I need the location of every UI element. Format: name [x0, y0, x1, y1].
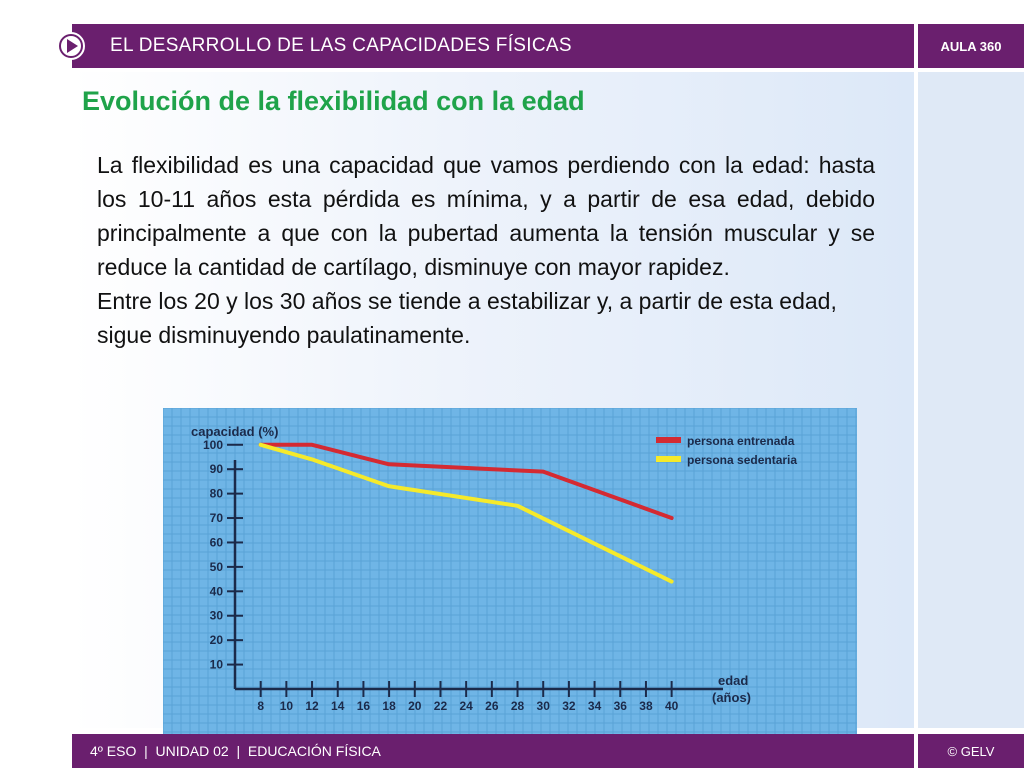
x-tick-label: 14: [331, 699, 345, 713]
y-tick-label: 80: [210, 487, 224, 501]
aula-badge: AULA 360: [918, 24, 1024, 68]
header-bar: EL DESARROLLO DE LAS CAPACIDADES FÍSICAS: [57, 24, 914, 68]
y-tick-label: 100: [203, 438, 223, 452]
y-tick-label: 50: [210, 560, 224, 574]
paragraph-1: La flexibilidad es una capacidad que vam…: [97, 152, 875, 280]
footer-bar: 4º ESO | UNIDAD 02 | EDUCACIÓN FÍSICA: [72, 734, 914, 768]
x-axis-label: edad: [718, 673, 748, 688]
x-tick-label: 22: [434, 699, 448, 713]
play-button[interactable]: [56, 31, 86, 66]
legend-label: persona entrenada: [687, 434, 795, 448]
x-tick-label: 38: [639, 699, 653, 713]
x-tick-label: 16: [357, 699, 371, 713]
x-tick-label: 32: [562, 699, 576, 713]
x-tick-label: 18: [382, 699, 396, 713]
y-tick-label: 90: [210, 462, 224, 476]
y-tick-label: 30: [210, 609, 224, 623]
y-tick-label: 70: [210, 511, 224, 525]
header-title: EL DESARROLLO DE LAS CAPACIDADES FÍSICAS: [110, 35, 572, 56]
x-tick-label: 24: [459, 699, 473, 713]
x-tick-label: 20: [408, 699, 422, 713]
x-tick-label: 8: [257, 699, 264, 713]
y-axis-label: capacidad (%): [191, 424, 278, 439]
x-tick-label: 36: [614, 699, 628, 713]
x-tick-label: 26: [485, 699, 499, 713]
x-axis-label-unit: (años): [712, 690, 751, 705]
copyright-label: © GELV: [918, 734, 1024, 768]
x-tick-label: 34: [588, 699, 602, 713]
series-line-trained: [258, 442, 674, 521]
footer-course-info: 4º ESO | UNIDAD 02 | EDUCACIÓN FÍSICA: [90, 743, 381, 759]
x-tick-label: 10: [280, 699, 294, 713]
y-tick-label: 60: [210, 535, 224, 549]
chart-svg: 10 20 30 40 50 60 70 80 90 100 8 10 12 14 16 18 20 22 24 26…: [162, 407, 857, 734]
left-margin: [0, 0, 72, 768]
y-tick-label: 40: [210, 584, 224, 598]
y-tick-label: 20: [210, 633, 224, 647]
y-tick-label: 10: [210, 658, 224, 672]
x-tick-label: 30: [537, 699, 551, 713]
play-circle-icon: [57, 32, 85, 60]
slide-heading: Evolución de la flexibilidad con la edad: [82, 86, 585, 116]
x-tick-label: 28: [511, 699, 525, 713]
flexibility-chart: 10 20 30 40 50 60 70 80 90 100 8 10 12 14 16 18 20 22 24 26…: [162, 407, 857, 734]
legend-label: persona sedentaria: [687, 453, 797, 467]
right-side-panel: [918, 72, 1024, 728]
series-line-sedentary: [258, 442, 674, 584]
paragraph-2: Entre los 20 y los 30 años se tiende a e…: [97, 288, 837, 348]
x-tick-label: 40: [665, 699, 679, 713]
slide-body: La flexibilidad es una capacidad que vam…: [97, 148, 875, 352]
x-tick-label: 12: [305, 699, 319, 713]
